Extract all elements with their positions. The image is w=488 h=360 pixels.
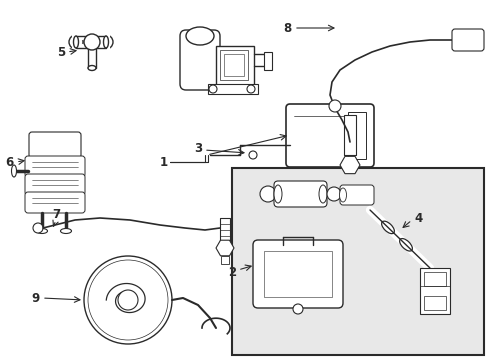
- Bar: [221, 256, 228, 264]
- Circle shape: [260, 186, 275, 202]
- Ellipse shape: [273, 185, 282, 203]
- Circle shape: [326, 187, 340, 201]
- Circle shape: [118, 290, 138, 310]
- Text: 4: 4: [413, 211, 421, 225]
- Circle shape: [208, 85, 217, 93]
- FancyBboxPatch shape: [29, 132, 81, 158]
- Ellipse shape: [185, 27, 214, 45]
- Bar: [231, 168, 483, 355]
- Bar: [423, 296, 445, 310]
- Circle shape: [328, 100, 340, 112]
- Text: 8: 8: [283, 22, 291, 35]
- Circle shape: [84, 34, 100, 50]
- Bar: [207, 84, 258, 94]
- Ellipse shape: [103, 36, 108, 48]
- Bar: [216, 46, 253, 86]
- FancyBboxPatch shape: [25, 156, 85, 177]
- Ellipse shape: [12, 165, 17, 177]
- Ellipse shape: [339, 188, 346, 202]
- FancyBboxPatch shape: [252, 240, 342, 308]
- Bar: [220, 218, 229, 242]
- Ellipse shape: [381, 221, 394, 234]
- Circle shape: [248, 151, 257, 159]
- FancyBboxPatch shape: [25, 192, 85, 213]
- Text: 7: 7: [52, 208, 60, 221]
- FancyBboxPatch shape: [25, 174, 85, 195]
- Circle shape: [69, 35, 83, 49]
- Text: 9: 9: [32, 292, 40, 305]
- Text: 3: 3: [193, 141, 202, 154]
- Circle shape: [99, 35, 113, 49]
- Circle shape: [84, 256, 172, 344]
- Bar: [220, 50, 247, 80]
- Circle shape: [246, 85, 254, 93]
- Bar: [347, 112, 365, 159]
- Ellipse shape: [73, 36, 79, 48]
- Bar: [264, 52, 271, 70]
- Ellipse shape: [37, 229, 47, 234]
- FancyBboxPatch shape: [273, 181, 326, 207]
- Ellipse shape: [399, 239, 411, 251]
- Text: 1: 1: [160, 156, 168, 168]
- Bar: [423, 272, 445, 286]
- Ellipse shape: [61, 229, 71, 234]
- Bar: [343, 115, 355, 155]
- Ellipse shape: [88, 66, 96, 71]
- Circle shape: [292, 304, 303, 314]
- Bar: [224, 54, 244, 76]
- Text: 2: 2: [227, 266, 236, 279]
- FancyBboxPatch shape: [339, 185, 373, 205]
- Bar: [419, 268, 449, 314]
- Text: 6: 6: [6, 156, 14, 168]
- Bar: [264, 251, 331, 297]
- FancyBboxPatch shape: [451, 29, 483, 51]
- FancyBboxPatch shape: [180, 30, 220, 90]
- Text: 5: 5: [57, 45, 65, 58]
- FancyBboxPatch shape: [285, 104, 373, 167]
- Circle shape: [33, 223, 43, 233]
- Ellipse shape: [318, 185, 326, 203]
